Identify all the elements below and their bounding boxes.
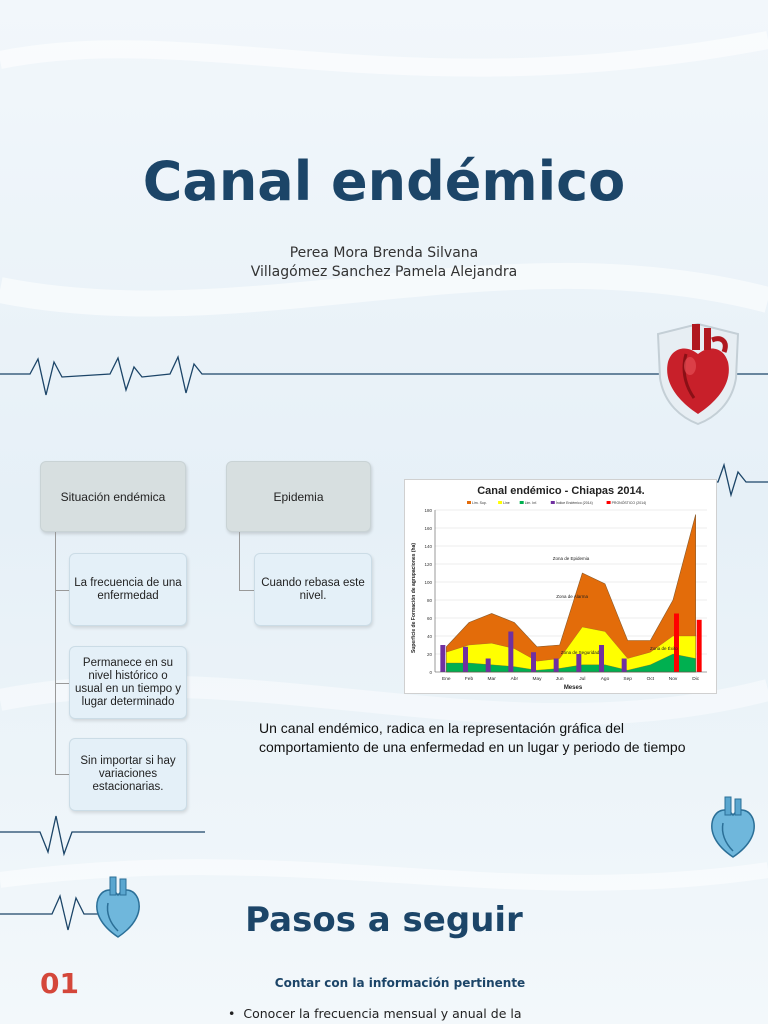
- endemic-chart: Canal endémico - Chiapas 2014. Lim. Sup.…: [411, 485, 707, 691]
- chart-ylabel: Superficie de Formación de agrupaciones …: [411, 543, 417, 653]
- y-tick-label: 40: [427, 634, 433, 639]
- y-tick-label: 120: [424, 562, 432, 567]
- connector: [55, 532, 56, 775]
- heartbeat-line-icon: [0, 355, 768, 396]
- y-tick-label: 0: [429, 670, 432, 675]
- zone-label: Zona de Éxito: [650, 645, 678, 651]
- legend-swatch: [606, 501, 611, 504]
- diagram-head-epidemic: Epidemia: [226, 461, 371, 532]
- step-bullet: • Conocer la frecuencia mensual y anual d…: [228, 1006, 522, 1021]
- y-tick-label: 60: [427, 616, 433, 621]
- section-title: Pasos a seguir: [245, 900, 523, 940]
- step-bullet-text: Conocer la frecuencia mensual y anual de…: [243, 1006, 522, 1021]
- diagram-item: La frecuencia de una enfermedad: [69, 553, 187, 626]
- heart-icon: [711, 796, 755, 858]
- step-title: Contar con la información pertinente: [274, 976, 526, 990]
- zone-label: Zona de Alarma: [556, 594, 588, 599]
- chart-xlabel: Meses: [564, 685, 583, 691]
- connector: [239, 532, 240, 590]
- chart-title: Canal endémico - Chiapas 2014.: [477, 485, 645, 497]
- legend-swatch: [550, 501, 555, 504]
- diagram-item: Sin importar si hay variaciones estacion…: [69, 738, 187, 811]
- legend-label: Lim. Sup.: [472, 501, 487, 505]
- diagram-item: Permanece en su nivel histórico o usual …: [69, 646, 187, 719]
- author-2: Villagómez Sanchez Pamela Alejandra: [250, 264, 518, 280]
- endemic-chart-card: Canal endémico - Chiapas 2014. Lim. Sup.…: [404, 479, 717, 694]
- x-tick-label: Feb: [465, 676, 474, 682]
- bar-endemic-index: [440, 645, 446, 672]
- bar-endemic-index: [463, 646, 468, 672]
- x-tick-label: Mar: [488, 676, 497, 682]
- heartbeat-line-icon: [0, 893, 110, 931]
- heartbeat-line-icon: [700, 462, 768, 498]
- x-tick-label: Ago: [601, 676, 610, 682]
- y-tick-label: 20: [427, 652, 433, 657]
- legend-label: Lim. Inf.: [525, 501, 537, 505]
- bar-endemic-index: [621, 658, 627, 672]
- x-tick-label: Ene: [442, 676, 451, 682]
- y-tick-label: 180: [424, 508, 432, 513]
- connector: [55, 774, 69, 775]
- bar-endemic-index: [599, 645, 604, 672]
- x-tick-label: Jul: [579, 676, 585, 682]
- bar-endemic-index: [531, 652, 536, 672]
- bar-endemic-index: [485, 658, 491, 672]
- legend-swatch: [519, 501, 524, 504]
- x-tick-label: Dic: [692, 676, 700, 682]
- connector: [55, 590, 69, 591]
- y-tick-label: 80: [427, 598, 433, 603]
- bar-forecast: [674, 613, 679, 672]
- bar-forecast: [696, 619, 702, 672]
- y-tick-label: 140: [424, 544, 432, 549]
- connector: [55, 683, 69, 684]
- diagram-head-endemic: Situación endémica: [40, 461, 186, 532]
- zone-label: Zona de Seguridad: [561, 650, 600, 655]
- x-tick-label: Abr: [511, 676, 519, 682]
- x-tick-label: Sep: [623, 676, 632, 682]
- diagram-item: Cuando rebasa este nivel.: [254, 553, 372, 626]
- bar-endemic-index: [576, 654, 582, 672]
- bar-endemic-index: [508, 631, 514, 672]
- legend-swatch: [467, 501, 471, 504]
- bullet-icon: •: [228, 1006, 236, 1021]
- x-tick-label: Oct: [647, 676, 655, 682]
- legend-label: Line: [503, 501, 510, 505]
- x-tick-label: Nov: [669, 676, 678, 682]
- legend-label: Índice Endémico (2014): [556, 501, 593, 505]
- y-tick-label: 160: [424, 526, 432, 531]
- legend-swatch: [498, 501, 503, 504]
- step-number: 01: [40, 967, 79, 1000]
- zone-label: Zona de Epidemia: [553, 556, 590, 561]
- slide-title: Canal endémico: [142, 150, 626, 213]
- legend-label: PRONÓSTICO (2014): [612, 500, 647, 505]
- heart-shield-icon: [656, 322, 740, 426]
- x-tick-label: Jun: [556, 676, 564, 682]
- author-1: Perea Mora Brenda Silvana: [289, 245, 479, 261]
- bar-endemic-index: [553, 658, 559, 672]
- x-tick-label: May: [532, 676, 542, 682]
- connector: [239, 590, 254, 591]
- y-tick-label: 100: [424, 580, 432, 585]
- heartbeat-line-icon: [0, 815, 205, 857]
- description-text: Un canal endémico, radica en la represen…: [259, 720, 686, 755]
- heart-icon: [96, 876, 140, 938]
